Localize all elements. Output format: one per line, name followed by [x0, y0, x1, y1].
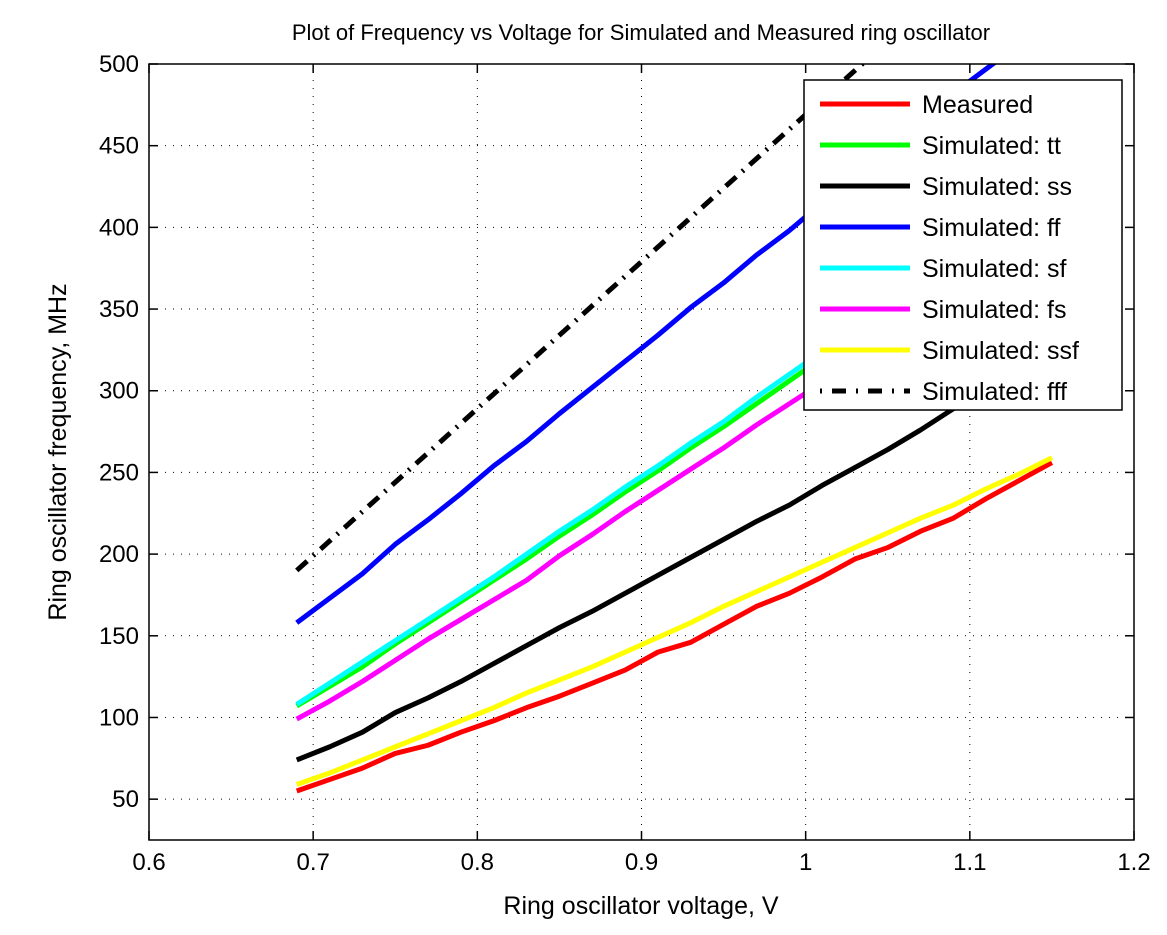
ticks: 0.6 0.7 0.8 0.9 1 1.1 1.2 50 100 150 200 250 300 350 4… — [99, 51, 1151, 876]
legend-label: Simulated: sf — [922, 255, 1067, 283]
y-tick-label: 300 — [99, 378, 139, 405]
y-tick-label: 450 — [99, 133, 139, 160]
y-axis-label: Ring oscillator frequency, MHz — [44, 283, 72, 620]
y-tick-label: 50 — [112, 786, 139, 813]
legend-label: Simulated: ssf — [922, 337, 1079, 365]
y-tick-label: 500 — [99, 51, 139, 78]
y-tick-label: 150 — [99, 623, 139, 650]
x-tick-label: 1.1 — [953, 849, 986, 876]
chart-title: Plot of Frequency vs Voltage for Simulat… — [292, 20, 990, 45]
x-tick-label: 0.6 — [132, 849, 165, 876]
x-tick-label: 1 — [799, 849, 812, 876]
x-tick-label: 0.9 — [625, 849, 658, 876]
legend: Measured Simulated: tt Simulated: ss Simula… — [803, 79, 1123, 411]
x-tick-label: 1.2 — [1117, 849, 1150, 876]
x-tick-label: 0.8 — [461, 849, 494, 876]
y-tick-label: 350 — [99, 296, 139, 323]
y-tick-label: 250 — [99, 459, 139, 486]
y-tick-label: 400 — [99, 214, 139, 241]
y-tick-label: 200 — [99, 541, 139, 568]
series-line-simulated-ss — [295, 352, 1054, 763]
legend-label: Simulated: tt — [922, 132, 1061, 160]
legend-label: Simulated: ss — [922, 173, 1072, 201]
series-line-measured — [295, 460, 1054, 794]
series-group — [295, 64, 1054, 794]
y-tick-label: 100 — [99, 704, 139, 731]
series-line-simulated-fff — [295, 64, 866, 573]
legend-label: Measured — [922, 91, 1033, 119]
legend-label: Simulated: fff — [922, 378, 1067, 406]
legend-label: Simulated: ff — [922, 214, 1061, 242]
x-axis-label: Ring oscillator voltage, V — [503, 892, 778, 920]
x-tick-label: 0.7 — [296, 849, 329, 876]
legend-label: Simulated: fs — [922, 296, 1067, 324]
legend-box — [803, 79, 1123, 411]
series-line-simulated-ssf — [295, 455, 1054, 787]
